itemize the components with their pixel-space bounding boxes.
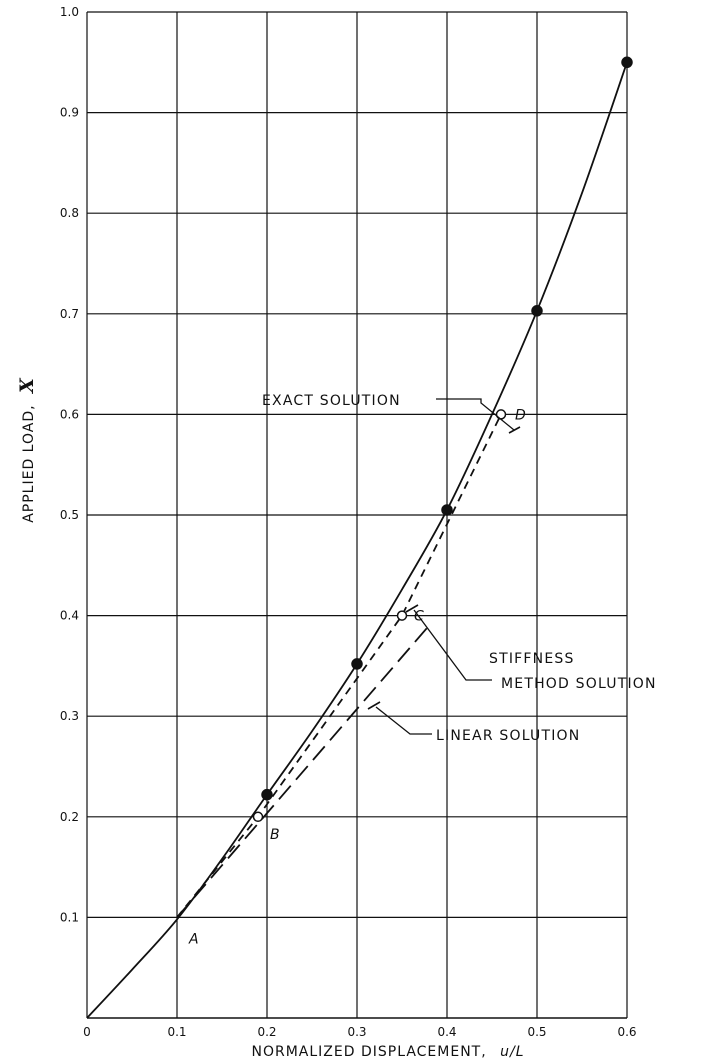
x-tick-label-0: 0 — [83, 1025, 91, 1039]
y-tick-label-2: 0.3 — [60, 709, 79, 723]
x-tick-label-4: 0.4 — [437, 1025, 456, 1039]
y-tick-label-9: 1.0 — [60, 5, 79, 19]
x-tick-labels: 0 0.1 0.2 0.3 0.4 0.5 0.6 — [83, 1025, 636, 1039]
annotation-exact-label: EXACT SOLUTION — [262, 393, 401, 409]
series-0-marker-3 — [531, 305, 543, 317]
annotation-exact-solution: EXACT SOLUTION — [262, 393, 521, 434]
x-axis-title-main: NORMALIZED DISPLACEMENT, — [251, 1044, 486, 1060]
y-axis-title: APPLIED LOAD, X — [16, 377, 38, 523]
y-tick-labels: 0.1 0.2 0.3 0.4 0.5 0.6 0.7 0.8 0.9 1.0 — [60, 5, 79, 924]
annotation-linear-solution: LINEAR SOLUTION — [367, 701, 580, 744]
series-line-1 — [176, 414, 502, 918]
annotation-linear-tick — [367, 701, 381, 710]
y-tick-label-3: 0.4 — [60, 609, 79, 623]
series-line-0 — [86, 62, 628, 1019]
x-tick-label-2: 0.2 — [257, 1025, 276, 1039]
series-1-marker-0 — [252, 811, 264, 823]
grid — [86, 11, 628, 1019]
point-label-d: D — [515, 407, 526, 423]
series-1-marker-1 — [396, 610, 408, 621]
series-0-marker-4 — [621, 56, 633, 69]
annotation-stiffness-solution: STIFFNESS METHOD SOLUTION — [405, 604, 657, 692]
y-tick-label-1: 0.2 — [60, 810, 79, 824]
annotation-exact-leader — [436, 398, 515, 431]
y-tick-label-5: 0.6 — [60, 407, 79, 421]
point-label-b: B — [270, 827, 280, 843]
y-tick-label-7: 0.8 — [60, 206, 79, 220]
annotation-stiffness-leader — [413, 609, 492, 681]
y-tick-label-0: 0.1 — [60, 910, 79, 924]
y-tick-label-4: 0.5 — [60, 508, 79, 522]
annotation-exact-tick — [508, 426, 521, 434]
x-tick-label-3: 0.3 — [347, 1025, 366, 1039]
annotation-stiffness-tick — [405, 604, 419, 613]
y-axis-title-main: APPLIED LOAD, — [21, 404, 37, 522]
x-axis-title: NORMALIZED DISPLACEMENT, u/L — [251, 1044, 524, 1060]
x-tick-label-1: 0.1 — [167, 1025, 186, 1039]
annotation-linear-leader — [375, 706, 432, 735]
marker-layer — [252, 56, 633, 823]
y-axis-title-var: X — [16, 377, 38, 394]
annotation-stiffness-line2: METHOD SOLUTION — [501, 676, 657, 692]
x-tick-label-5: 0.5 — [527, 1025, 546, 1039]
y-tick-label-6: 0.7 — [60, 307, 79, 321]
series-layer — [86, 62, 628, 1019]
series-0-marker-2 — [441, 504, 453, 516]
point-label-a: A — [188, 931, 199, 947]
x-axis-title-var: u/L — [500, 1044, 524, 1060]
y-tick-label-8: 0.9 — [60, 106, 79, 120]
annotation-stiffness-line1: STIFFNESS — [489, 651, 575, 667]
series-0-marker-1 — [351, 658, 363, 670]
x-tick-label-6: 0.6 — [617, 1025, 636, 1039]
annotation-linear-label: LINEAR SOLUTION — [436, 728, 580, 744]
series-0-marker-0 — [261, 788, 273, 801]
series-line-2 — [176, 625, 430, 918]
